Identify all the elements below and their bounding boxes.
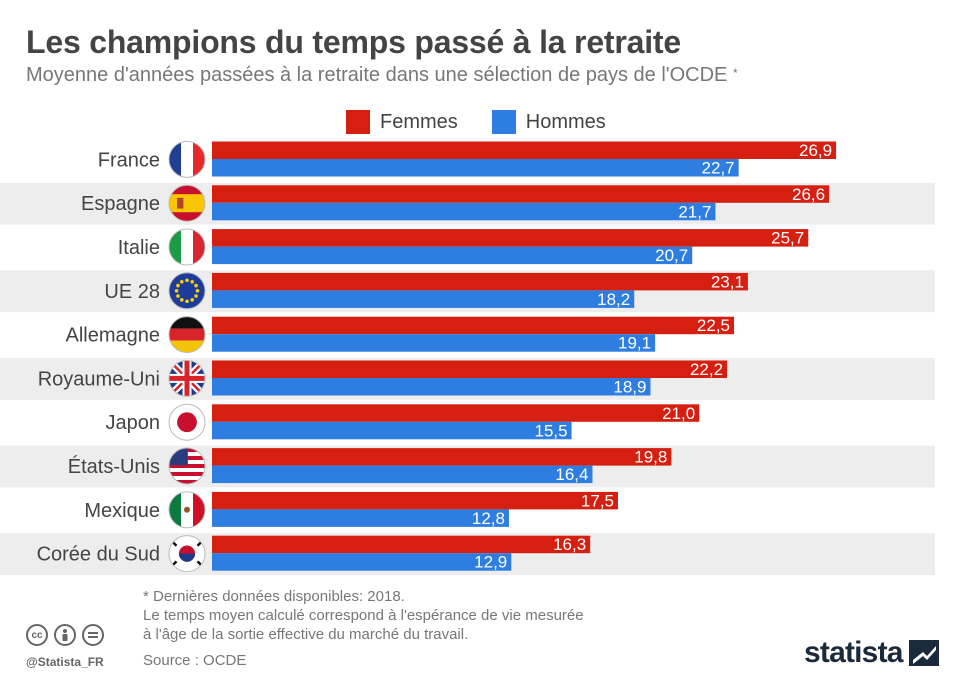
flag-border-italie <box>168 228 206 266</box>
bar-femmes-espagne <box>212 185 830 203</box>
south-korea-flag-icon <box>169 535 205 572</box>
bar-femmes-allemagne <box>212 316 734 335</box>
germany-flag-icon <box>169 316 205 353</box>
flag-border-mexique <box>168 491 206 529</box>
bar-hommes-france <box>212 159 739 177</box>
category-label-etats-unis: États-Unis <box>68 455 160 478</box>
no-derivatives-icon <box>82 624 104 646</box>
flag-border-royaume-uni <box>168 359 206 397</box>
legend-label-femmes: Femmes <box>380 110 458 133</box>
legend-item-femmes: Femmes <box>346 110 458 134</box>
bar-hommes-italie <box>212 246 693 265</box>
footnote-line-2: Le temps moyen calculé correspond à l'es… <box>143 607 584 624</box>
flag-border-espagne <box>168 184 206 222</box>
italy-flag-icon <box>169 229 205 265</box>
category-label-japon: Japon <box>106 412 161 434</box>
subtitle-footnote-mark: * <box>732 66 738 80</box>
footnote: * Dernières données disponibles: 2018. L… <box>143 587 584 644</box>
footnote-line-3: à l'âge de la sortie effective du marché… <box>143 626 469 643</box>
value-label-hommes-royaume-uni: 18,9 <box>613 378 646 397</box>
bar-chart: France 26,9 22,7 Espagne 26,6 21,7 Italie 25,7 2… <box>0 140 935 575</box>
usa-flag-icon <box>169 448 205 484</box>
category-label-italie: Italie <box>118 237 160 259</box>
value-label-femmes-japon: 21,0 <box>662 404 695 423</box>
legend: Femmes Hommes <box>346 110 606 134</box>
value-label-hommes-ue-28: 18,2 <box>597 290 630 309</box>
value-label-femmes-coree-du-sud: 16,3 <box>553 535 586 554</box>
legend-swatch-femmes <box>346 110 370 134</box>
bar-femmes-mexique <box>212 491 618 510</box>
bar-hommes-ue-28 <box>212 290 635 308</box>
category-label-coree-du-sud: Corée du Sud <box>37 544 160 566</box>
flag-border-etats-unis <box>168 447 206 485</box>
bar-femmes-japon <box>212 404 700 422</box>
bar-femmes-etats-unis <box>212 448 672 466</box>
legend-swatch-hommes <box>491 110 516 134</box>
value-label-femmes-mexique: 17,5 <box>581 491 614 510</box>
bar-femmes-italie <box>212 229 809 247</box>
flag-border-france <box>168 140 206 178</box>
value-label-hommes-etats-unis: 16,4 <box>555 465 588 484</box>
value-label-femmes-allemagne: 22,5 <box>697 316 730 335</box>
flag-border-japon <box>168 403 206 441</box>
flag-border-ue-28 <box>168 272 206 310</box>
bar-femmes-coree-du-sud <box>212 535 591 554</box>
category-label-espagne: Espagne <box>81 193 160 215</box>
japan-flag-icon <box>169 404 205 441</box>
statista-logo-icon <box>908 640 939 666</box>
cc-icon: cc <box>26 624 48 646</box>
france-flag-icon <box>169 141 205 178</box>
value-label-femmes-espagne: 26,6 <box>792 185 825 204</box>
bar-hommes-allemagne <box>212 334 656 352</box>
value-label-femmes-royaume-uni: 22,2 <box>690 360 723 379</box>
bar-femmes-france <box>212 141 837 159</box>
bar-femmes-ue-28 <box>212 272 748 291</box>
flag-border-coree-du-sud <box>168 535 206 573</box>
uk-flag-icon <box>169 360 205 397</box>
category-label-ue-28: UE 28 <box>104 281 160 303</box>
subtitle-text: Moyenne d'années passées à la retraite d… <box>26 64 728 86</box>
bar-hommes-etats-unis <box>212 465 593 484</box>
bar-hommes-mexique <box>212 509 509 527</box>
chart-title: Les champions du temps passé à la retrai… <box>26 24 681 60</box>
legend-item-hommes: Hommes <box>491 110 606 134</box>
source-text: Source : OCDE <box>143 652 247 669</box>
category-label-france: France <box>98 149 160 171</box>
bar-hommes-coree-du-sud <box>212 553 512 571</box>
statista-wordmark: statista <box>804 636 903 669</box>
category-label-allemagne: Allemagne <box>65 325 160 347</box>
value-label-hommes-japon: 15,5 <box>535 421 568 440</box>
category-label-mexique: Mexique <box>84 500 160 522</box>
value-label-hommes-italie: 20,7 <box>655 246 688 265</box>
value-label-hommes-mexique: 12,8 <box>472 509 505 528</box>
value-label-hommes-coree-du-sud: 12,9 <box>474 553 507 572</box>
statista-logo[interactable]: statista <box>804 636 939 670</box>
bar-femmes-royaume-uni <box>212 360 728 378</box>
attribution-icon <box>54 624 76 646</box>
license-icons: cc <box>26 624 104 646</box>
value-label-femmes-etats-unis: 19,8 <box>634 448 667 467</box>
spain-flag-icon <box>169 185 205 222</box>
value-label-hommes-allemagne: 19,1 <box>618 334 651 353</box>
flag-border-allemagne <box>168 316 206 354</box>
footnote-line-1: * Dernières données disponibles: 2018. <box>143 588 405 605</box>
bar-hommes-espagne <box>212 202 716 221</box>
value-label-femmes-italie: 25,7 <box>771 229 804 248</box>
statista-handle: @Statista_FR <box>26 655 104 669</box>
eu-flag-icon <box>169 272 205 309</box>
legend-label-hommes: Hommes <box>525 110 606 133</box>
chart-subtitle: Moyenne d'années passées à la retraite d… <box>26 64 738 87</box>
mexico-flag-icon <box>169 491 205 528</box>
value-label-hommes-espagne: 21,7 <box>678 202 711 221</box>
bar-hommes-japon <box>212 421 572 440</box>
category-label-royaume-uni: Royaume-Uni <box>38 368 160 390</box>
bar-hommes-royaume-uni <box>212 378 651 396</box>
value-label-femmes-ue-28: 23,1 <box>711 272 744 291</box>
value-label-hommes-france: 22,7 <box>702 159 735 178</box>
value-label-femmes-france: 26,9 <box>799 141 832 160</box>
